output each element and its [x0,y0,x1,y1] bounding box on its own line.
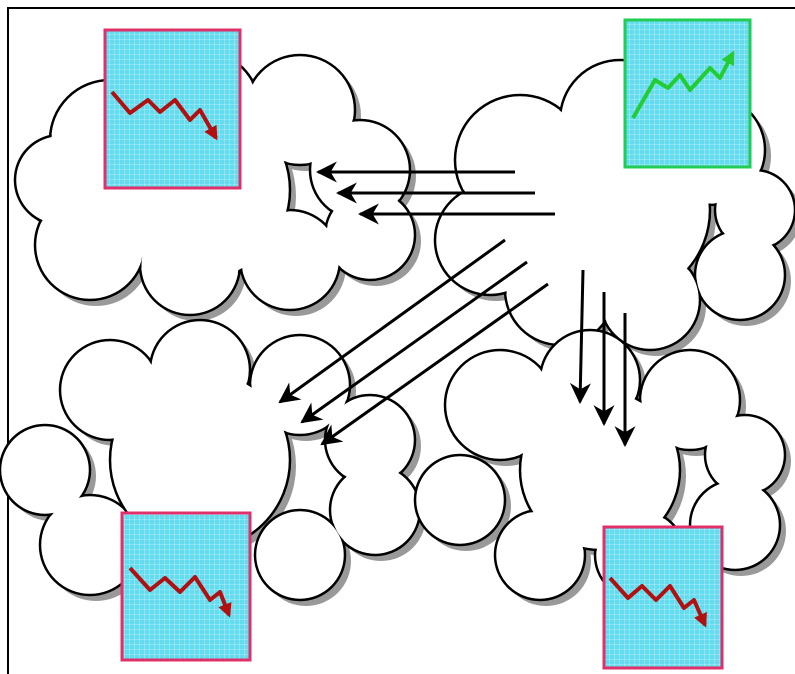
cloud-fill [17,137,104,224]
cloud-fill [327,192,414,279]
chart-panel [604,527,722,668]
panel-frame [625,20,750,167]
panel-frame [604,527,722,668]
cloud-fill [417,457,504,544]
diagram [0,0,795,674]
chart-panel [122,513,250,660]
cloud-fill [697,232,784,319]
chart-panel [625,20,750,167]
page: (() => { const svg = document.getElement… [0,0,795,674]
cloud-fill [707,417,784,494]
chart-panel [105,30,240,188]
cloud-fill [2,427,89,514]
cloud-fill [332,467,419,554]
cloud-fill [522,392,679,549]
cloud-fill [257,512,344,599]
